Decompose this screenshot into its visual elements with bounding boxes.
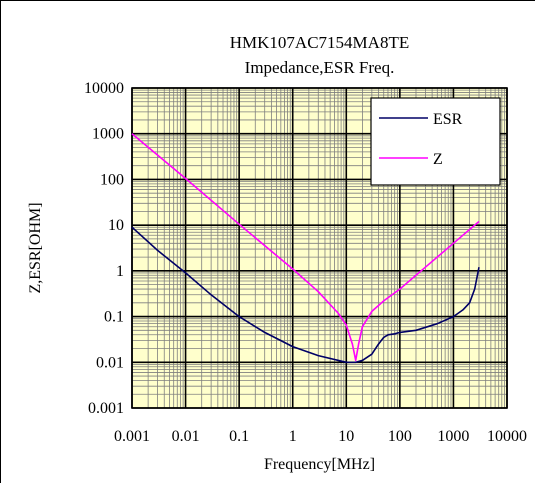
legend: ESR Z <box>370 97 501 186</box>
series-layer <box>131 133 480 364</box>
y-tick-label: 100 <box>100 171 124 188</box>
x-tick-label: 1000 <box>437 428 469 445</box>
minor-grid <box>132 88 507 408</box>
series-line-z <box>131 133 480 362</box>
y-tick-label: 10000 <box>84 80 124 97</box>
x-tick-label: 0.1 <box>229 428 249 445</box>
legend-box <box>370 97 501 186</box>
y-tick-label: 0.1 <box>104 309 124 326</box>
x-tick-label: 10 <box>338 428 354 445</box>
y-tick-label: 1000 <box>92 126 124 143</box>
plot-border <box>131 87 508 409</box>
x-tick-label: 10000 <box>487 428 527 445</box>
y-tick-label: 0.01 <box>96 354 124 371</box>
tick-labels: 0.001 0.01 0.1 1 10 100 1000 10000 0.001 0.01 0.1 1… <box>84 80 527 445</box>
y-tick-label: 10 <box>108 217 124 234</box>
x-tick-label: 1 <box>289 428 297 445</box>
x-tick-label: 0.01 <box>172 428 200 445</box>
y-tick-label: 1 <box>116 263 124 280</box>
chart-subtitle: Impedance,ESR Freq. <box>245 58 395 77</box>
series-line-esr <box>131 226 480 364</box>
x-tick-label: 0.001 <box>114 428 150 445</box>
legend-label-z: Z <box>433 151 443 168</box>
x-axis-label: Frequency[MHz] <box>264 456 375 473</box>
y-axis-label: Z,ESR[OHM] <box>27 202 44 293</box>
chart-title: HMK107AC7154MA8TE <box>230 33 409 52</box>
legend-label-esr: ESR <box>433 111 463 128</box>
y-tick-label: 0.001 <box>88 400 124 417</box>
x-tick-label: 100 <box>388 428 412 445</box>
